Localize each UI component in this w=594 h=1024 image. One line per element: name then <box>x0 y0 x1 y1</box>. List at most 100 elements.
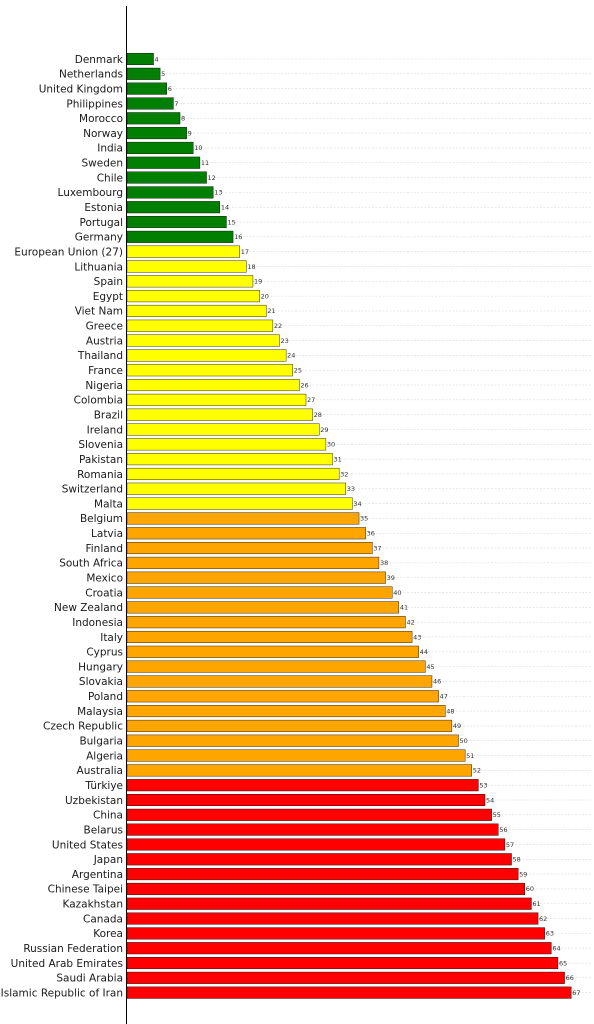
value-label-cyprus: 44 <box>420 648 428 656</box>
bar-belarus <box>126 823 499 836</box>
value-label-luxembourg: 13 <box>214 189 222 197</box>
category-label-australia: Australia <box>77 765 123 777</box>
category-label-slovenia: Slovenia <box>78 439 123 451</box>
bar-luxembourg <box>126 186 214 199</box>
category-label-sweden: Sweden <box>82 158 124 170</box>
value-label-chile: 12 <box>208 174 216 182</box>
category-label-malaysia: Malaysia <box>77 706 123 718</box>
value-label-croatia: 40 <box>393 589 401 597</box>
category-label-italy: Italy <box>100 632 123 644</box>
category-label-cyprus: Cyprus <box>86 647 123 659</box>
bar-saudi-arabia <box>126 971 565 984</box>
category-label-philippines: Philippines <box>66 98 123 110</box>
value-label-hungary: 45 <box>426 663 434 671</box>
value-label-canada: 62 <box>539 915 547 923</box>
category-label-belarus: Belarus <box>84 824 123 836</box>
bar-finland <box>126 542 373 555</box>
value-label-ireland: 29 <box>320 426 328 434</box>
bar-t-rkiye <box>126 779 479 792</box>
value-label-chinese-taipei: 60 <box>526 885 534 893</box>
category-label-poland: Poland <box>88 691 123 703</box>
value-label-islamic-republic-of-iran: 67 <box>572 989 580 997</box>
value-label-switzerland: 33 <box>347 485 355 493</box>
bar-china <box>126 808 492 821</box>
category-label-germany: Germany <box>75 232 123 244</box>
category-label-lithuania: Lithuania <box>74 261 123 273</box>
bar-kazakhstan <box>126 897 532 910</box>
bar-united-kingdom <box>126 82 167 95</box>
category-label-slovakia: Slovakia <box>79 676 123 688</box>
bar-uzbekistan <box>126 794 486 807</box>
bar-sweden <box>126 156 201 169</box>
value-label-viet-nam: 21 <box>267 307 275 315</box>
value-label-china: 55 <box>493 811 501 819</box>
bar-portugal <box>126 216 227 229</box>
category-label-hungary: Hungary <box>78 661 123 673</box>
bar-belgium <box>126 512 360 525</box>
bar-malaysia <box>126 705 446 718</box>
category-label-luxembourg: Luxembourg <box>58 187 123 199</box>
bar-thailand <box>126 349 287 362</box>
category-label-european-union-27: European Union (27) <box>14 246 123 258</box>
bar-malta <box>126 497 353 510</box>
label-layer: 4 Denmark 5 Netherlands 6 United Kingdom 7 Phil… <box>1 54 581 1000</box>
value-label-belgium: 35 <box>360 515 368 523</box>
category-label-chile: Chile <box>97 172 123 184</box>
value-label-italy: 43 <box>413 633 421 641</box>
category-label-nigeria: Nigeria <box>85 380 123 392</box>
value-label-thailand: 24 <box>287 352 295 360</box>
category-label-spain: Spain <box>94 276 123 288</box>
value-label-austria: 23 <box>280 337 288 345</box>
category-label-austria: Austria <box>86 335 123 347</box>
bar-egypt <box>126 290 260 303</box>
value-label-romania: 32 <box>340 470 348 478</box>
bar-chile <box>126 171 207 184</box>
value-label-saudi-arabia: 66 <box>566 974 574 982</box>
bar-slovenia <box>126 438 327 451</box>
category-label-south-africa: South Africa <box>59 558 123 570</box>
value-label-lithuania: 18 <box>247 263 255 271</box>
category-label-kazakhstan: Kazakhstan <box>63 899 124 911</box>
category-label-united-arab-emirates: United Arab Emirates <box>11 958 123 970</box>
category-label-france: France <box>88 365 123 377</box>
bar-colombia <box>126 393 307 406</box>
bar-slovakia <box>126 675 433 688</box>
category-label-estonia: Estonia <box>84 202 123 214</box>
bar-russian-federation <box>126 942 552 955</box>
value-label-united-kingdom: 6 <box>168 85 172 93</box>
bar-greece <box>126 319 274 332</box>
value-label-portugal: 15 <box>227 218 235 226</box>
bar-new-zealand <box>126 601 400 614</box>
category-label-india: India <box>97 143 123 155</box>
bar-viet-nam <box>126 304 267 317</box>
bar-morocco <box>126 112 181 125</box>
value-label-pakistan: 31 <box>334 455 342 463</box>
bar-czech-republic <box>126 719 453 732</box>
bar-chinese-taipei <box>126 882 525 895</box>
bar-indonesia <box>126 616 406 629</box>
category-label-morocco: Morocco <box>79 113 123 125</box>
category-label-korea: Korea <box>93 928 123 940</box>
value-label-new-zealand: 41 <box>400 604 408 612</box>
category-label-bulgaria: Bulgaria <box>79 736 123 748</box>
category-label-canada: Canada <box>83 913 123 925</box>
category-label-algeria: Algeria <box>86 750 123 762</box>
bar-algeria <box>126 749 466 762</box>
category-label-brazil: Brazil <box>94 409 123 421</box>
bar-philippines <box>126 97 174 110</box>
category-label-malta: Malta <box>94 498 123 510</box>
bar-hungary <box>126 660 426 673</box>
value-label-slovakia: 46 <box>433 678 441 686</box>
category-label-denmark: Denmark <box>75 54 124 66</box>
value-label-japan: 58 <box>513 856 521 864</box>
category-label-greece: Greece <box>86 321 123 333</box>
category-label-czech-republic: Czech Republic <box>43 721 123 733</box>
value-label-nigeria: 26 <box>300 381 308 389</box>
category-label-pakistan: Pakistan <box>79 454 123 466</box>
category-label-t-rkiye: Türkiye <box>84 780 123 792</box>
value-label-sweden: 11 <box>201 159 209 167</box>
value-label-spain: 19 <box>254 278 262 286</box>
value-label-philippines: 7 <box>174 100 178 108</box>
value-label-netherlands: 5 <box>161 70 165 78</box>
